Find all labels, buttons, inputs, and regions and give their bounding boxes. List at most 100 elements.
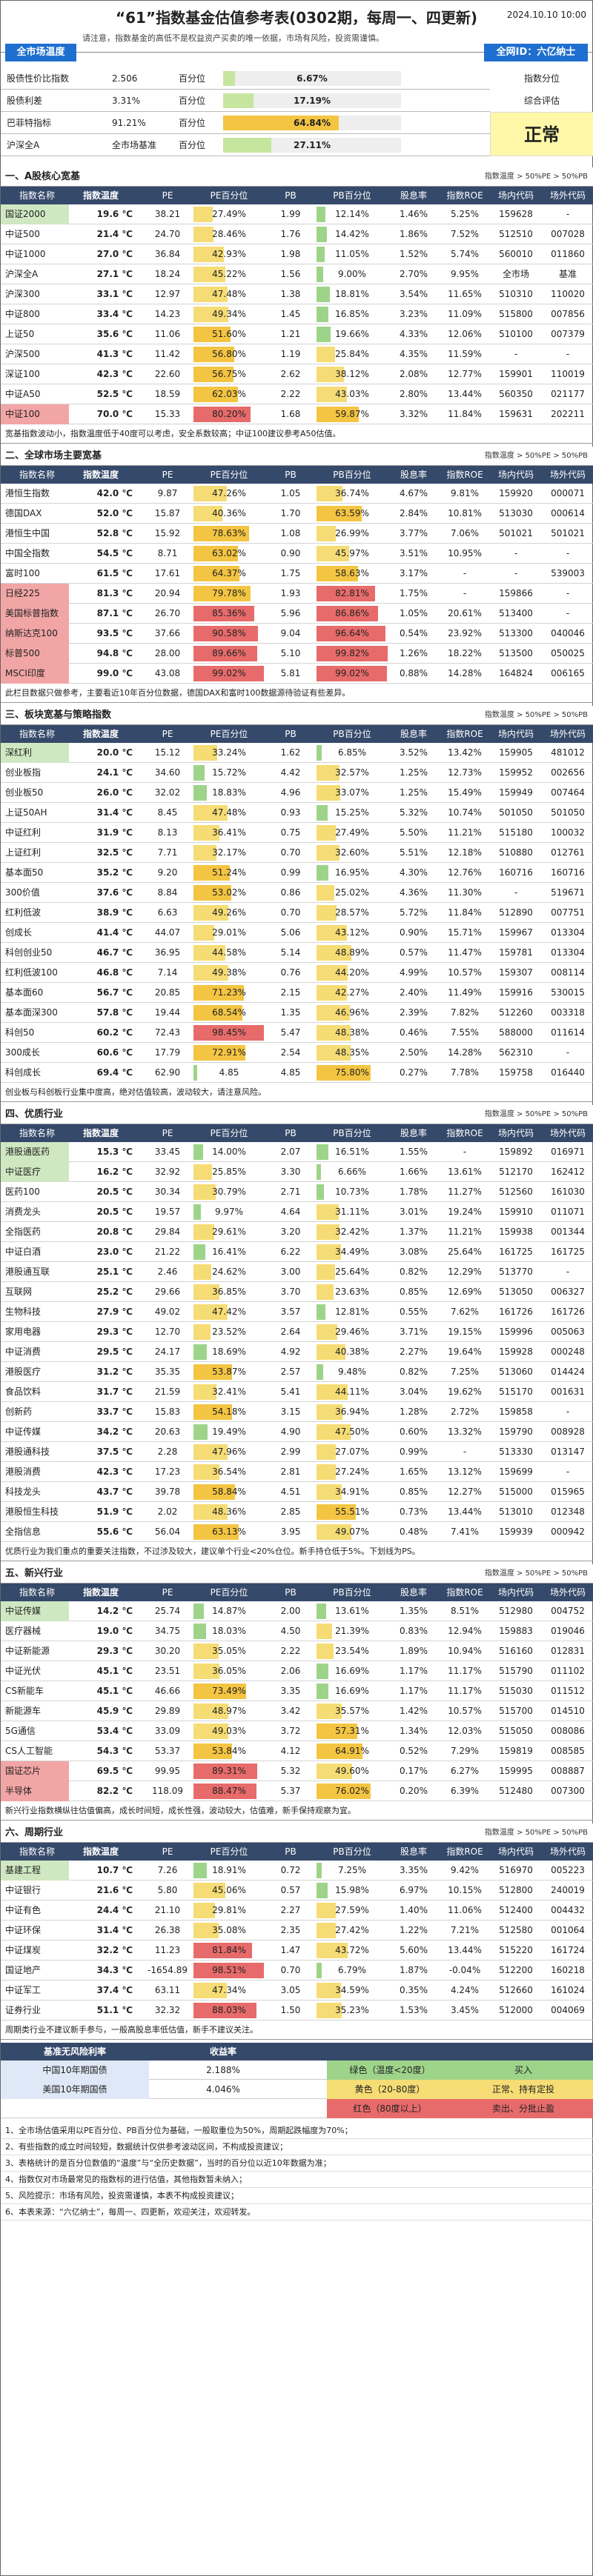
exchange-code[interactable]: 513010	[499, 1506, 533, 1517]
exchange-code[interactable]: 515180	[499, 827, 533, 838]
exchange-code[interactable]: 513050	[499, 1287, 533, 1297]
index-row[interactable]: 基本面50 35.2 ℃ 9.20 51.24% 0.99 16.95% 4.30% 12.7…	[1, 863, 593, 883]
otc-code[interactable]: -	[566, 209, 570, 219]
index-name[interactable]: 基本面深300	[5, 1007, 58, 1018]
index-name[interactable]: 港股通互联	[5, 1267, 50, 1277]
otc-code[interactable]: 016971	[551, 1147, 585, 1157]
index-name[interactable]: 中证传媒	[1, 1601, 69, 1621]
exchange-code[interactable]: 513330	[499, 1447, 533, 1457]
index-name[interactable]: 300价值	[5, 887, 40, 898]
index-row[interactable]: 港股通医药 15.3 ℃ 33.45 14.00% 2.07 16.51% 1.55% - 15…	[1, 1142, 593, 1162]
index-name[interactable]: 中证环保	[5, 1925, 42, 1935]
exchange-code[interactable]: 159892	[499, 1147, 533, 1157]
exchange-code[interactable]: 159938	[499, 1227, 533, 1237]
exchange-code[interactable]: 159905	[499, 747, 533, 758]
otc-code[interactable]: 007856	[551, 309, 585, 319]
otc-code[interactable]: 011512	[551, 1686, 585, 1696]
otc-code[interactable]: 基准	[558, 269, 577, 279]
index-row[interactable]: 300成长 60.6 ℃ 17.79 72.91% 2.54 48.35% 2.50% 14.…	[1, 1043, 593, 1063]
index-row[interactable]: 日经225 81.3 ℃ 20.94 79.78% 1.93 82.81% 1.75% - 15…	[1, 584, 593, 604]
index-name[interactable]: 中证新能源	[5, 1646, 50, 1656]
index-name[interactable]: 中证煤炭	[5, 1945, 42, 1955]
otc-code[interactable]: 013304	[551, 927, 585, 938]
index-name[interactable]: 中证军工	[5, 1985, 42, 1995]
otc-code[interactable]: 161726	[551, 1307, 585, 1317]
otc-code[interactable]: 004069	[551, 2005, 585, 2015]
index-name[interactable]: 深红利	[1, 743, 69, 763]
index-row[interactable]: 中证医疗 16.2 ℃ 32.92 25.85% 3.30 6.66% 1.66% 13.61…	[1, 1162, 593, 1182]
index-name[interactable]: 港股医疗	[5, 1367, 42, 1377]
index-row[interactable]: CS新能车 45.1 ℃ 46.66 73.49% 3.35 16.69% 1.17% 11.…	[1, 1681, 593, 1701]
otc-code[interactable]: 160716	[551, 867, 585, 878]
otc-code[interactable]: 160218	[551, 1965, 585, 1975]
index-name[interactable]: 国证芯片	[1, 1761, 69, 1781]
exchange-code[interactable]: 515800	[499, 309, 533, 319]
index-name[interactable]: 家用电器	[5, 1327, 42, 1337]
otc-code[interactable]: 000614	[551, 508, 585, 518]
exchange-code[interactable]: 159758	[499, 1067, 533, 1078]
otc-code[interactable]: 014424	[551, 1367, 585, 1377]
exchange-code[interactable]: 560010	[499, 249, 533, 259]
index-name[interactable]: 中证1000	[5, 249, 46, 259]
index-name[interactable]: 中证有色	[5, 1905, 42, 1915]
index-name[interactable]: 港股通科技	[5, 1447, 50, 1457]
exchange-code[interactable]: 512800	[499, 1885, 533, 1895]
index-row[interactable]: 纳斯达克100 93.5 ℃ 37.66 90.58% 9.04 96.64% 0.54% 2…	[1, 624, 593, 644]
exchange-code[interactable]: 515790	[499, 1666, 533, 1676]
exchange-code[interactable]: 159967	[499, 927, 533, 938]
index-row[interactable]: 深证100 42.3 ℃ 22.60 56.75% 2.62 38.12% 2.08% 12.…	[1, 364, 593, 384]
exchange-code[interactable]: 562310	[499, 1047, 533, 1058]
exchange-code[interactable]: 513300	[499, 628, 533, 638]
exchange-code[interactable]: 512980	[499, 1606, 533, 1616]
index-row[interactable]: 5G通信 53.4 ℃ 33.09 49.03% 3.72 57.31% 1.34% 12.0…	[1, 1721, 593, 1741]
index-name[interactable]: 上证红利	[5, 847, 42, 858]
index-name[interactable]: 国证2000	[1, 204, 69, 224]
exchange-code[interactable]: 501021	[499, 528, 533, 538]
otc-code[interactable]: 013304	[551, 947, 585, 958]
otc-code[interactable]: 014510	[551, 1706, 585, 1716]
exchange-code[interactable]: 159883	[499, 1626, 533, 1636]
exchange-code[interactable]: 515700	[499, 1706, 533, 1716]
index-name[interactable]: 半导体	[1, 1781, 69, 1801]
exchange-code[interactable]: 515030	[499, 1686, 533, 1696]
index-name[interactable]: 红利低波	[5, 907, 42, 918]
exchange-code[interactable]: 160716	[499, 867, 533, 878]
exchange-code[interactable]: 515220	[499, 1945, 533, 1955]
otc-code[interactable]: -	[566, 349, 570, 359]
otc-code[interactable]: 007379	[551, 329, 585, 339]
exchange-code[interactable]: 159699	[499, 1466, 533, 1477]
index-name[interactable]: 沪深300	[5, 289, 40, 299]
otc-code[interactable]: 005063	[551, 1327, 585, 1337]
index-name[interactable]: 证券行业	[5, 2005, 42, 2015]
exchange-code[interactable]: 516160	[499, 1646, 533, 1656]
exchange-code[interactable]: 512480	[499, 1786, 533, 1796]
index-row[interactable]: 港恒生指数 42.0 ℃ 9.87 47.26% 1.05 36.74% 4.67% 9.81…	[1, 484, 593, 504]
index-row[interactable]: 创业板指 24.1 ℃ 34.60 15.72% 4.42 32.57% 1.25% 12.7…	[1, 763, 593, 783]
index-name[interactable]: 基建工程	[1, 1861, 69, 1881]
index-name[interactable]: 中证医疗	[1, 1162, 69, 1182]
otc-code[interactable]: 161024	[551, 1985, 585, 1995]
exchange-code[interactable]: 159781	[499, 947, 533, 958]
otc-code[interactable]: 011614	[551, 1027, 585, 1038]
exchange-code[interactable]: 510100	[499, 329, 533, 339]
otc-code[interactable]: 006165	[551, 668, 585, 678]
otc-code[interactable]: 019046	[551, 1626, 585, 1636]
exchange-code[interactable]: 512400	[499, 1905, 533, 1915]
exchange-code[interactable]: 588000	[499, 1027, 533, 1038]
index-name[interactable]: CS人工智能	[5, 1746, 53, 1756]
index-name[interactable]: 中证500	[5, 229, 40, 239]
index-name[interactable]: 5G通信	[5, 1726, 36, 1736]
index-name[interactable]: 国证地产	[5, 1965, 42, 1975]
otc-code[interactable]: 015965	[551, 1486, 585, 1497]
index-row[interactable]: 创新药 33.7 ℃ 15.83 54.18% 3.15 36.94% 1.28% 2.72%…	[1, 1402, 593, 1422]
exchange-code[interactable]: 161725	[499, 1247, 533, 1257]
otc-code[interactable]: -	[566, 588, 570, 598]
index-row[interactable]: 300价值 37.6 ℃ 8.84 53.02% 0.86 25.02% 4.36% 11.3…	[1, 883, 593, 903]
index-row[interactable]: 中证光伏 45.1 ℃ 23.51 36.05% 2.06 16.69% 1.17% 11.1…	[1, 1661, 593, 1681]
otc-code[interactable]: 161030	[551, 1187, 585, 1197]
index-name[interactable]: 医药100	[5, 1187, 40, 1197]
index-name[interactable]: 医疗器械	[5, 1626, 42, 1636]
index-row[interactable]: 深红利 20.0 ℃ 15.12 33.24% 1.62 6.85% 3.52% 13.42%…	[1, 743, 593, 763]
index-name[interactable]: 标普500	[1, 644, 69, 664]
exchange-code[interactable]: 159307	[499, 967, 533, 978]
